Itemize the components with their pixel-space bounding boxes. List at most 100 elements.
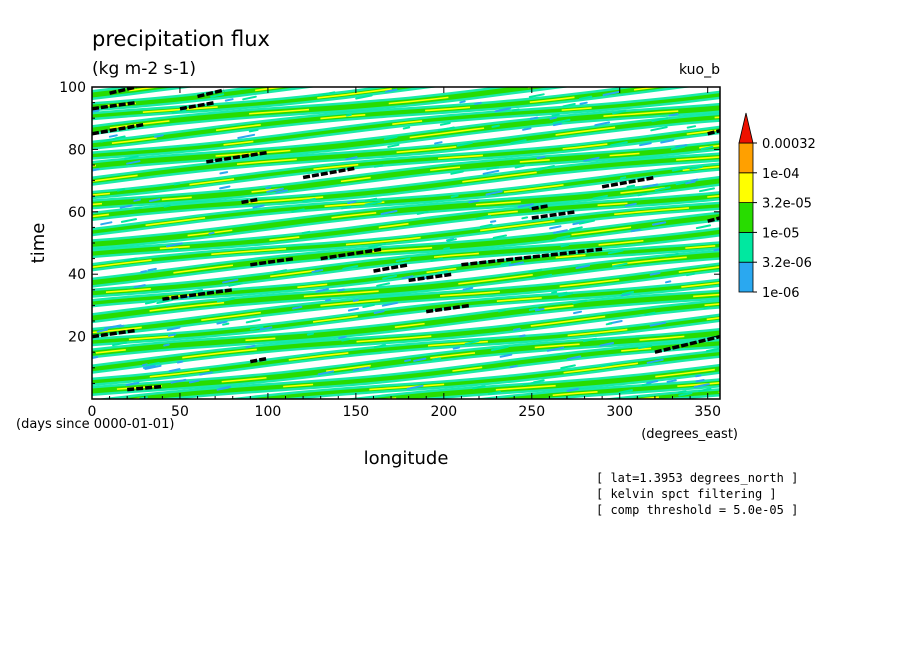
precip-speck: [562, 103, 576, 108]
precip-speck: [337, 288, 345, 292]
band-peak: [632, 391, 720, 399]
precip-speck: [216, 297, 235, 303]
precip-speck: [208, 231, 215, 235]
precip-speck: [120, 218, 137, 223]
precip-speck: [528, 93, 545, 98]
x-tick-label: 300: [606, 404, 633, 420]
precip-speck: [266, 187, 284, 193]
precip-speck: [552, 229, 568, 234]
threshold-segment: [162, 288, 233, 301]
precip-speck: [318, 91, 336, 97]
precip-speck: [446, 238, 457, 242]
precip-speck: [459, 100, 466, 104]
precip-speck: [528, 307, 539, 311]
band-peak: [92, 165, 720, 233]
precip-speck: [464, 340, 480, 345]
precip-speck: [560, 364, 576, 370]
precip-speck: [592, 194, 608, 200]
precip-speck: [364, 200, 382, 206]
precip-speck: [621, 292, 631, 297]
precip-speck: [695, 374, 702, 378]
band-peak: [92, 180, 720, 246]
precip-speck: [654, 186, 671, 192]
precip-band: [92, 90, 720, 160]
y-axis-label: time: [28, 223, 49, 264]
precip-speck: [216, 320, 228, 325]
precip-speck: [487, 390, 501, 395]
band-core: [623, 390, 720, 399]
precip-speck: [325, 298, 332, 302]
precip-speck: [156, 299, 174, 304]
precip-speck: [497, 309, 506, 313]
band-peak: [92, 144, 720, 206]
precip-band: [92, 152, 720, 221]
precip-speck: [237, 133, 256, 139]
precip-speck: [670, 145, 686, 151]
precip-speck: [126, 160, 141, 165]
colorbar-overflow: [738, 112, 754, 144]
y-axis-ticks: 20 40 60 80 100: [59, 80, 720, 384]
chart-title: precipitation flux: [92, 27, 270, 51]
precip-speck: [514, 164, 526, 169]
precip-speck: [560, 243, 570, 248]
band-peak: [92, 293, 720, 355]
precip-speck: [273, 269, 288, 274]
precip-speck: [142, 364, 156, 369]
precip-speck: [594, 121, 611, 127]
precip-speck: [170, 378, 187, 384]
y-tick-label: 40: [68, 267, 86, 283]
precip-band: [471, 378, 720, 399]
precip-speck: [721, 333, 730, 335]
precip-speck: [491, 124, 500, 128]
band-peak: [92, 204, 720, 268]
precip-speck: [689, 165, 703, 171]
precip-speck: [522, 380, 541, 386]
precip-speck: [607, 249, 624, 255]
precip-speck: [551, 236, 566, 242]
precip-speck: [133, 284, 146, 289]
precip-band: [92, 299, 720, 374]
precip-speck: [189, 379, 200, 384]
note-latitude: [ lat=1.3953 degrees_north ]: [596, 471, 798, 485]
precip-band: [92, 201, 720, 272]
precip-speck: [176, 360, 184, 364]
x-tick-label: 250: [518, 404, 545, 420]
precip-speck: [509, 364, 518, 369]
precip-speck: [92, 168, 100, 172]
precip-speck: [166, 326, 181, 331]
precip-speck: [649, 272, 661, 276]
precip-speck: [639, 142, 652, 147]
precip-speck: [566, 387, 579, 392]
threshold-segment: [320, 247, 383, 261]
precip-speck: [490, 345, 509, 352]
precip-band: [92, 87, 318, 112]
precip-speck: [649, 321, 667, 327]
precip-speck: [306, 332, 314, 336]
precip-speck: [291, 208, 305, 213]
precip-speck: [443, 247, 451, 250]
precip-speck: [432, 357, 442, 361]
precip-speck: [583, 156, 600, 162]
precip-speck: [556, 291, 568, 296]
precip-band: [92, 249, 720, 324]
precip-speck: [699, 187, 715, 193]
threshold-segment: [373, 263, 409, 273]
precip-speck: [534, 308, 545, 312]
precip-band: [92, 289, 720, 359]
precip-speck: [364, 197, 378, 202]
precip-speck: [317, 370, 335, 376]
precip-speck: [475, 215, 492, 220]
precip-speck: [301, 230, 311, 235]
precip-speck: [373, 344, 387, 349]
precip-speck: [610, 141, 628, 147]
band-peak: [92, 316, 720, 383]
precip-speck: [479, 223, 493, 228]
precip-speck: [172, 247, 179, 251]
band-peak: [92, 107, 720, 167]
precip-speck: [705, 347, 720, 353]
threshold-segment: [179, 100, 216, 111]
colorbar-bin: [738, 202, 754, 233]
precip-speck: [665, 252, 679, 258]
band-peak: [92, 194, 720, 255]
precip-speck: [265, 186, 272, 190]
